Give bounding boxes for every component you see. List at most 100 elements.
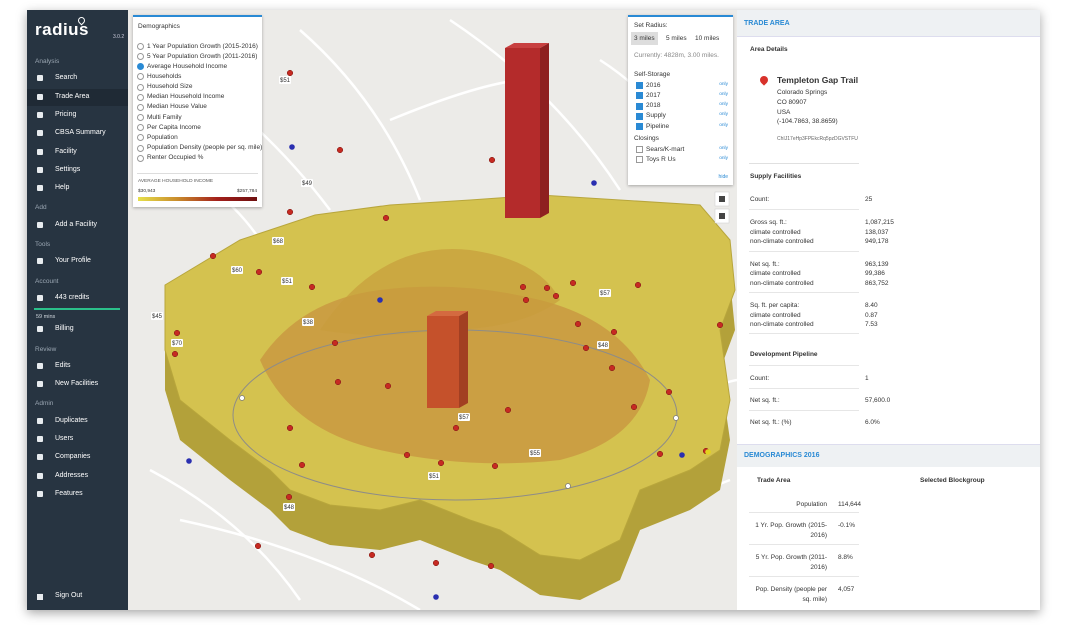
stat-label: Count:	[750, 375, 770, 382]
radius-button[interactable]: 3 miles	[631, 32, 658, 45]
radio-label[interactable]: Multi Family	[147, 113, 182, 121]
nav-icon	[37, 417, 43, 424]
nav-item[interactable]: Users	[55, 435, 74, 442]
facility-dot	[487, 562, 495, 570]
road	[299, 29, 422, 201]
only-link[interactable]: only	[719, 122, 728, 128]
radio-label[interactable]: Median Household Income	[147, 93, 225, 101]
checkbox[interactable]	[636, 92, 643, 100]
radio-label[interactable]: Median House Value	[147, 103, 207, 111]
pipeline-dot	[377, 297, 383, 303]
nav-icon	[37, 594, 43, 600]
radio[interactable]	[137, 73, 144, 81]
price-tag-bg	[283, 503, 295, 511]
radio[interactable]	[137, 43, 144, 50]
nav-item[interactable]: Edits	[55, 361, 71, 369]
checkbox-label[interactable]: Toys R Us	[646, 155, 676, 163]
checkbox-label[interactable]: 2016	[646, 81, 661, 89]
radio[interactable]	[137, 93, 144, 101]
nav-item[interactable]: 443 credits	[55, 293, 90, 301]
checkbox[interactable]	[636, 123, 643, 131]
nav-icon	[37, 93, 43, 100]
only-link[interactable]: only	[719, 145, 728, 151]
radio[interactable]	[137, 134, 144, 142]
nav-item[interactable]: Addresses	[55, 471, 89, 479]
only-link[interactable]: only	[719, 102, 728, 108]
radio[interactable]	[137, 83, 144, 91]
map-tool-icon	[719, 196, 725, 202]
radio[interactable]	[137, 144, 144, 152]
checkbox[interactable]	[636, 146, 643, 153]
nav-item[interactable]: Add a Facility	[55, 220, 98, 228]
radio-label[interactable]: Average Household Income	[147, 62, 228, 70]
only-link[interactable]: only	[719, 155, 728, 161]
nav-item[interactable]: Your Profile	[55, 257, 91, 265]
hide-link[interactable]: hide	[718, 174, 728, 180]
radio-label[interactable]: Population Density (people per sq. mile)	[147, 144, 263, 151]
nav-item[interactable]: Billing	[55, 325, 74, 333]
nav-icon	[37, 436, 43, 442]
stat-label: Net sq. ft.: (%)	[750, 419, 792, 426]
nav-item[interactable]: Settings	[55, 165, 81, 173]
radio-label[interactable]: Renter Occupied %	[147, 154, 204, 162]
facility-dot	[254, 542, 262, 550]
nav-icon	[37, 75, 43, 82]
radio[interactable]	[137, 154, 144, 162]
price-tag: $70	[172, 341, 183, 347]
card	[737, 37, 1040, 444]
checkbox[interactable]	[636, 102, 643, 110]
demographics-panel: Demographics 1 Year Population Growth (20…	[133, 15, 262, 207]
facility-dot	[504, 406, 512, 414]
nav-item[interactable]: Pricing	[55, 110, 77, 118]
divider	[749, 576, 859, 577]
facility-dot	[574, 320, 582, 328]
nav-item[interactable]: CBSA Summary	[55, 129, 106, 137]
checkbox[interactable]	[636, 112, 643, 120]
radio-label[interactable]: Households	[147, 72, 182, 80]
radio-label[interactable]: Population	[147, 133, 178, 141]
nav-item[interactable]: Companies	[55, 453, 91, 461]
nav-item[interactable]: Facility	[55, 147, 77, 155]
checkbox-label[interactable]: Pipeline	[646, 122, 670, 130]
radius-button[interactable]: 10 miles	[695, 35, 720, 42]
nav-item[interactable]: Trade Area	[55, 92, 90, 100]
radio-label[interactable]: 5 Year Population Growth (2011-2016)	[147, 52, 258, 60]
checkbox-label[interactable]: Supply	[646, 112, 666, 120]
radio[interactable]	[137, 103, 144, 111]
radio[interactable]	[137, 63, 144, 71]
nav-item[interactable]: Features	[55, 489, 83, 497]
radius-current: Currently: 4828m, 3.00 miles.	[634, 52, 719, 59]
only-link[interactable]: only	[719, 91, 728, 97]
demo-label: 1 Yr. Pop. Growth (2015-2016)	[755, 522, 827, 539]
pipeline-dot	[289, 144, 295, 150]
nav-icon	[37, 294, 43, 301]
price-tag: $57	[459, 415, 470, 421]
radio-label[interactable]: Per Capita Income	[147, 123, 201, 131]
only-link[interactable]: only	[719, 112, 728, 118]
nav-item[interactable]: Duplicates	[55, 416, 88, 424]
checkbox[interactable]	[636, 156, 643, 163]
radio[interactable]	[137, 124, 144, 132]
nav-item[interactable]: Help	[55, 184, 70, 192]
logo: radius	[35, 20, 90, 39]
map[interactable]: $51 $49 $68 $60 $51 $45 $57 $38 $70 $48 $57 $55 $51 $…	[27, 10, 737, 610]
radio[interactable]	[137, 53, 144, 61]
nav-item[interactable]: Search	[55, 74, 78, 82]
checkbox-label[interactable]: 2018	[646, 102, 661, 110]
checkbox-label[interactable]: Sears/K-mart	[646, 145, 685, 153]
radio-label[interactable]: Household Size	[147, 83, 193, 91]
radio[interactable]	[137, 114, 144, 122]
checkbox[interactable]	[636, 82, 643, 89]
divider	[749, 333, 859, 334]
radius-button[interactable]: 5 miles	[666, 35, 687, 42]
radio-label[interactable]: 1 Year Population Growth (2015-2016)	[147, 42, 258, 50]
sign-out[interactable]: Sign Out	[55, 592, 83, 599]
stat-label: Net sq. ft.:	[750, 397, 780, 404]
nav-icon	[37, 326, 43, 333]
facility-dot	[382, 214, 390, 222]
only-link[interactable]: only	[719, 81, 728, 87]
checkbox-label[interactable]: 2017	[646, 91, 661, 99]
nav-item[interactable]: New Facilities	[55, 380, 99, 388]
facility-dot	[432, 559, 440, 567]
facility-dot	[630, 403, 638, 411]
